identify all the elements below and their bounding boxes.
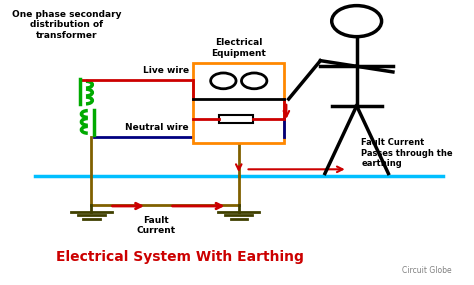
Text: Live wire: Live wire — [143, 66, 189, 75]
Text: Circuit Globe: Circuit Globe — [402, 266, 452, 275]
Bar — [193, 64, 284, 142]
Text: Electrical
Equipment: Electrical Equipment — [211, 38, 266, 58]
Text: Fault Current
Passes through the
earthing: Fault Current Passes through the earthin… — [361, 138, 453, 168]
Bar — [219, 115, 253, 123]
Text: Fault
Current: Fault Current — [137, 216, 175, 235]
Text: Neutral wire: Neutral wire — [125, 123, 189, 132]
Text: Electrical System With Earthing: Electrical System With Earthing — [56, 250, 304, 264]
Text: One phase secondary
distribution of
transformer: One phase secondary distribution of tran… — [12, 10, 121, 40]
